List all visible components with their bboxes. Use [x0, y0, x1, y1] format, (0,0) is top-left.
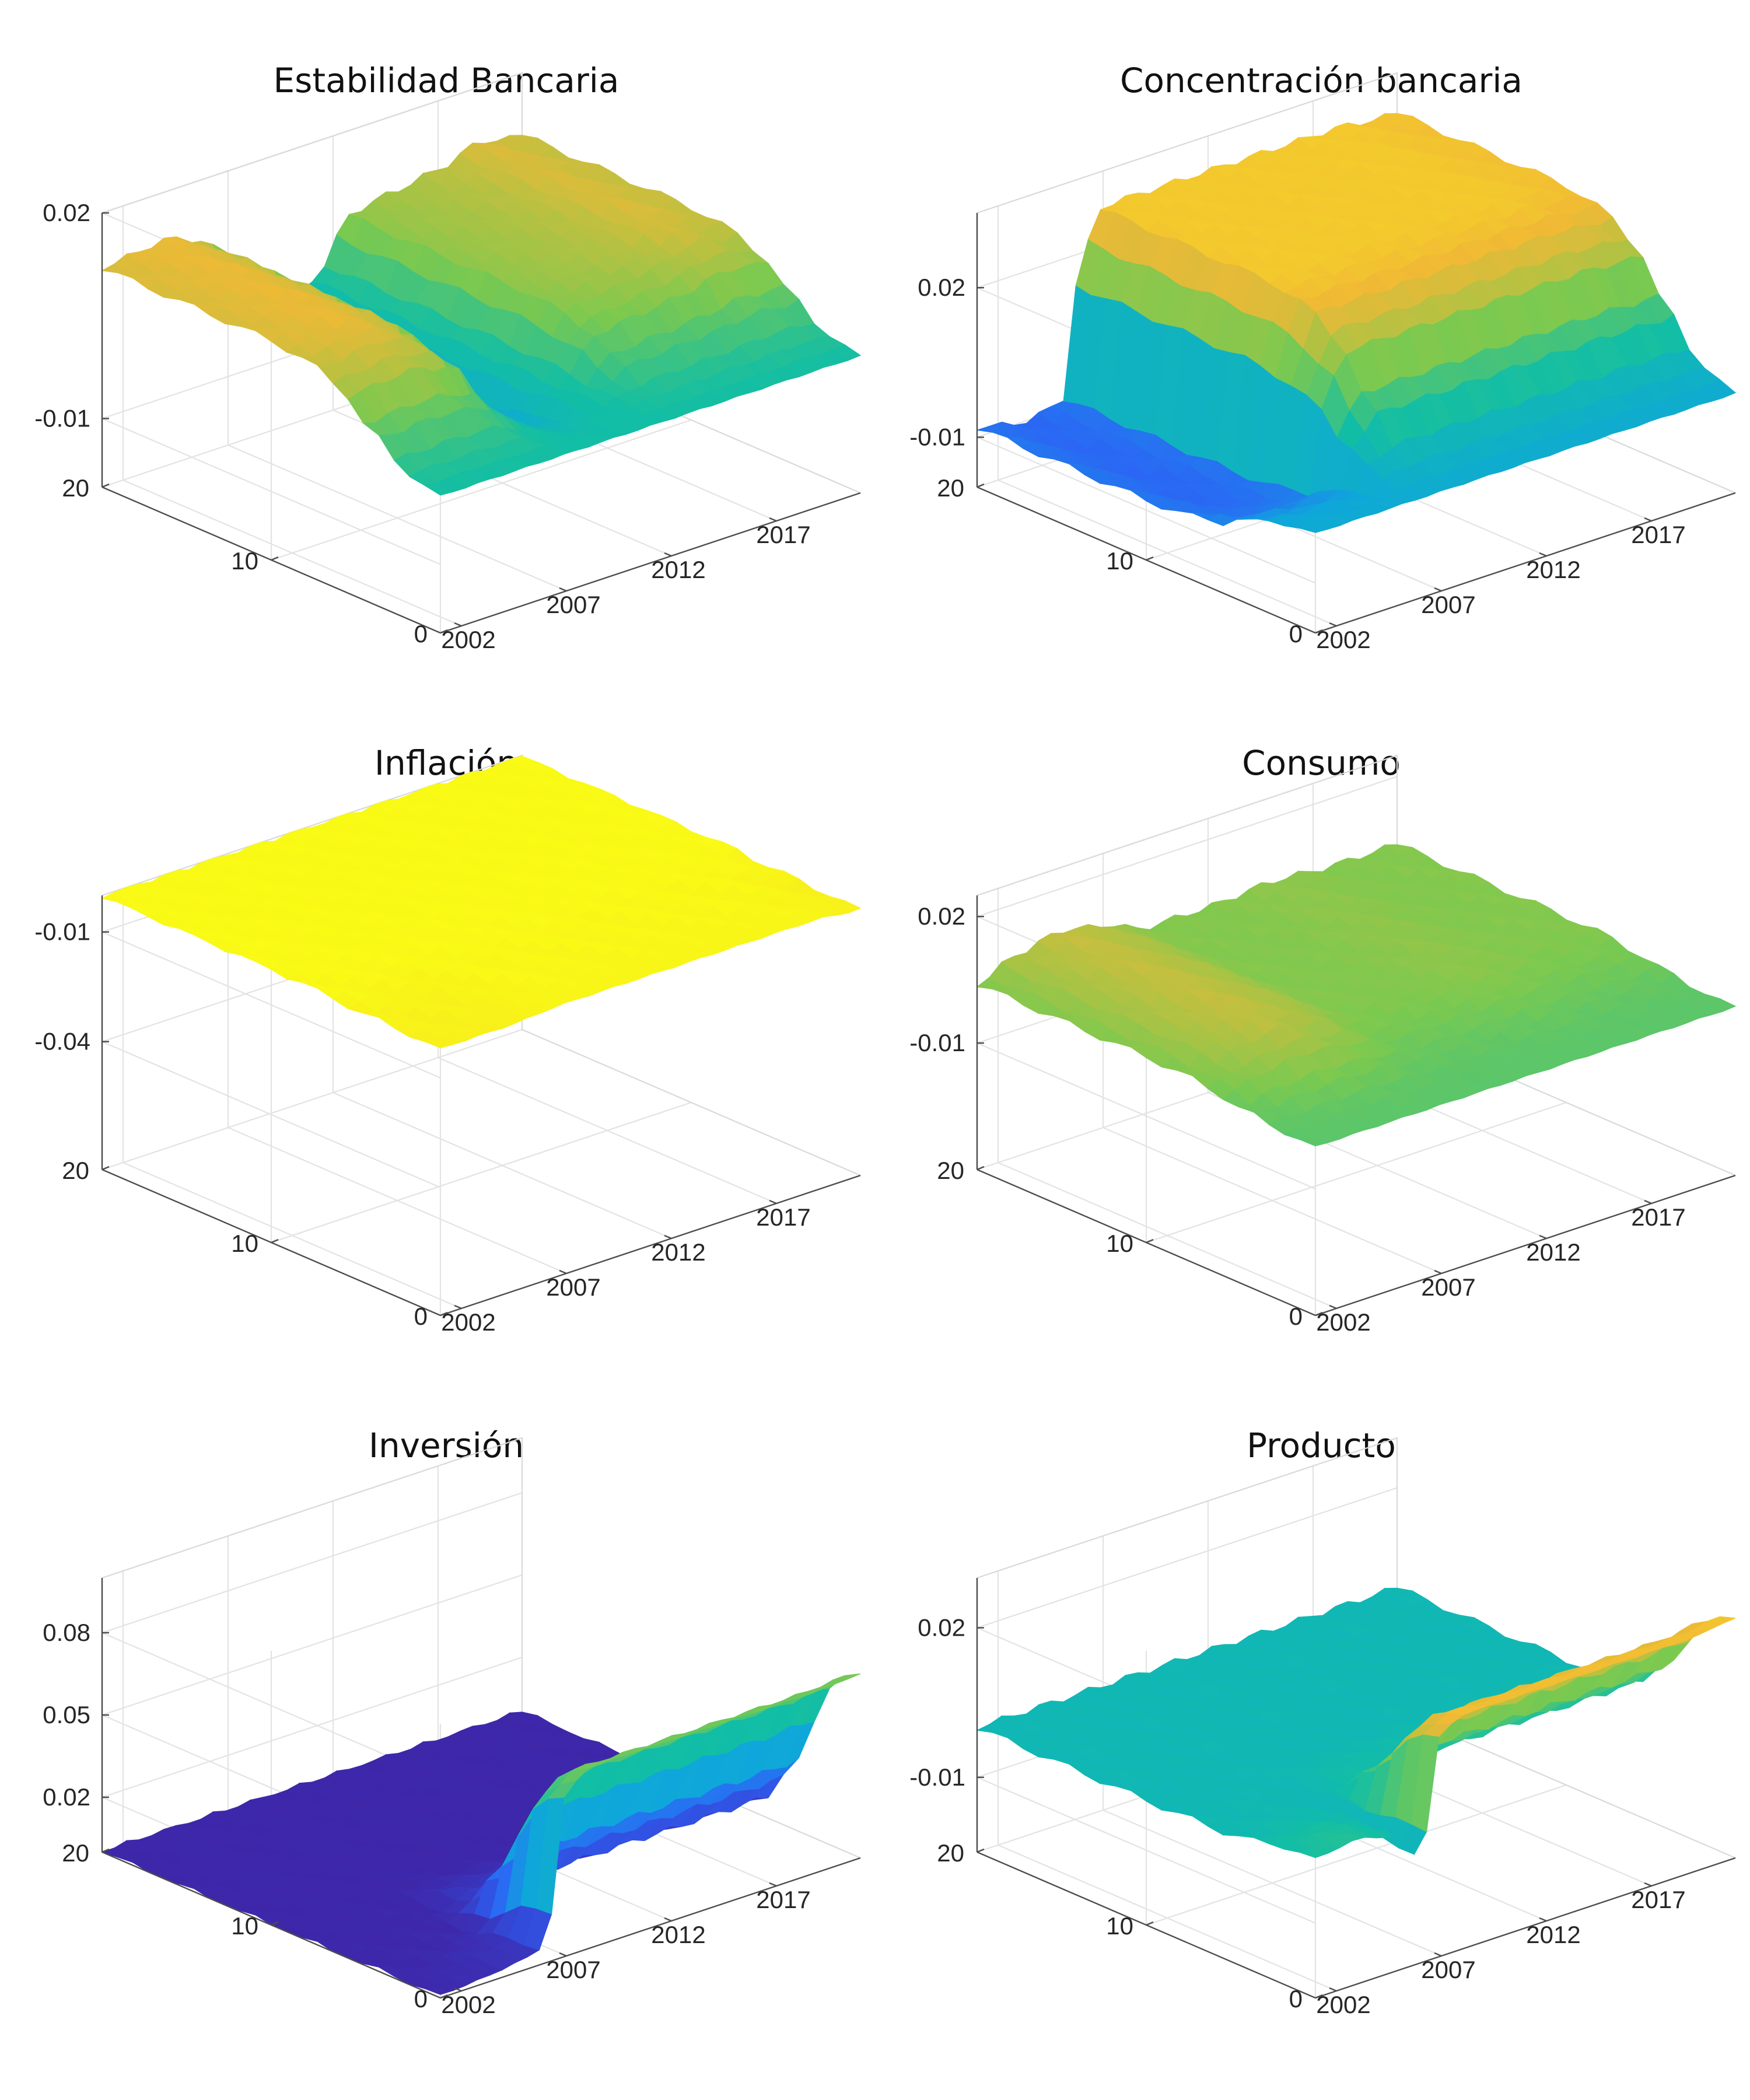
surface-panel-6: Producto 2002 2007 2012 2017 0 10 20 0.02 -0.01: [875, 1388, 1750, 2071]
y-tick-label: 20: [62, 474, 89, 502]
y-tick-label: 0: [414, 1303, 428, 1330]
y-tick-label: 10: [1106, 1230, 1133, 1257]
surface-facet: [832, 1673, 861, 1681]
x-tick-label: 2017: [756, 521, 810, 548]
x-tick-label: 2012: [651, 556, 705, 583]
z-tick-label: -0.01: [909, 1029, 965, 1056]
surface-panel-4: Consumo 2002 2007 2012 2017 0 10 20 0.02 -0.01: [875, 706, 1750, 1388]
y-tick-label: 20: [62, 1839, 89, 1867]
surface-plot: Estabilidad Bancaria20022007201220170102…: [34, 61, 862, 653]
x-tick-label: 2002: [441, 1991, 495, 2018]
axes: 2002 2007 2012 2017 0 10 20 0.02 -0.01: [909, 1578, 1736, 2018]
surface-facet: [1707, 379, 1737, 398]
y-tick-label: 10: [1106, 547, 1133, 575]
x-tick-label: 2002: [1316, 1308, 1370, 1336]
y-tick-label: 10: [1106, 1912, 1133, 1940]
surface: [977, 113, 1737, 533]
x-tick-label: 2012: [1526, 556, 1580, 583]
surface-facet: [832, 900, 862, 914]
y-tick-label: 20: [62, 1157, 89, 1184]
x-tick-label: 2002: [1316, 626, 1370, 653]
x-axis: [1315, 1174, 1736, 1317]
x-tick-label: 2012: [1526, 1238, 1580, 1266]
x-tick-label: 2012: [651, 1238, 705, 1266]
y-tick-label: 0: [414, 620, 428, 648]
y-tick-label: 0: [1289, 1985, 1303, 2013]
z-tick-label: 0.02: [918, 902, 965, 930]
y-tick-label: 0: [1289, 1303, 1303, 1330]
x-tick-label: 2017: [1631, 521, 1685, 548]
surface-facet: [1707, 1616, 1736, 1624]
surface-panel-2: Concentración bancaria 2002 2007 2012 2017 0 1…: [875, 23, 1750, 706]
x-tick-label: 2007: [546, 1273, 600, 1301]
y-tick-label: 10: [231, 1230, 258, 1257]
z-tick-label: -0.04: [34, 1028, 90, 1055]
x-tick-label: 2007: [1421, 1956, 1475, 1983]
surface-panel-5: Inversión 2002 2007 2012 2017 0 10 20 0.08 0.05 0.…: [0, 1388, 875, 2071]
x-tick-label: 2017: [1631, 1886, 1685, 1913]
panel-title: Consumo: [1242, 743, 1401, 783]
surface: [101, 755, 862, 1049]
surface-plot: Concentración bancaria 2002 2007 2012 2017 0 1…: [909, 61, 1737, 653]
surface: [975, 1587, 1736, 1859]
x-axis: [1315, 492, 1736, 634]
y-tick-label: 20: [937, 1839, 964, 1867]
x-tick-label: 2007: [546, 591, 600, 618]
x-tick-label: 2007: [1421, 1273, 1475, 1301]
x-tick-label: 2007: [546, 1956, 600, 1983]
x-tick-label: 2002: [441, 1308, 495, 1336]
axes: 2002 2007 2012 2017 0 10 20 -0.01 0.02: [34, 199, 861, 653]
y-tick-label: 10: [231, 1912, 258, 1940]
y-tick-label: 0: [414, 1985, 428, 2013]
x-tick-label: 2017: [1631, 1203, 1685, 1231]
z-tick-label: 0.05: [43, 1701, 90, 1728]
surface: [976, 844, 1737, 1147]
surface-facet: [832, 344, 862, 361]
y-tick-label: 10: [231, 547, 258, 575]
surface: [101, 1673, 861, 1995]
x-tick-label: 2012: [1526, 1921, 1580, 1948]
surface-panel-1: Estabilidad Bancaria 2002 2007 2012 2017 0 10 2…: [0, 23, 875, 706]
x-tick-label: 2002: [441, 626, 495, 653]
z-tick-label: 0.08: [43, 1619, 90, 1646]
x-tick-label: 2017: [756, 1886, 810, 1913]
z-tick-label: 0.02: [43, 1783, 90, 1811]
surface-panel-3: Inflación 2002 2007 2012 2017 0 10 20 -0.01 -0.04: [0, 706, 875, 1388]
surface: [101, 135, 862, 496]
axes: 2002 2007 2012 2017 0 10 20 -0.01 0.02: [909, 213, 1736, 653]
axes: 2002 2007 2012 2017 0 10 20 0.08 0.05 0.02: [43, 1578, 861, 2018]
x-tick-label: 2012: [651, 1921, 705, 1948]
z-tick-label: -0.01: [909, 424, 965, 451]
surface-facet: [1707, 998, 1737, 1012]
y-tick-label: 20: [937, 474, 964, 502]
axes: 2002 2007 2012 2017 0 10 20 0.02 -0.01: [909, 895, 1736, 1336]
z-tick-label: -0.01: [34, 405, 90, 432]
y-tick-label: 20: [937, 1157, 964, 1184]
panel-title: Estabilidad Bancaria: [274, 61, 620, 100]
z-tick-label: 0.02: [918, 1614, 965, 1641]
z-tick-label: 0.02: [43, 199, 90, 226]
axes: 2002 2007 2012 2017 0 10 20 -0.01 -0.04: [34, 895, 861, 1336]
surface-plot: Producto 2002 2007 2012 2017 0 10 20 0.02 -0.01: [909, 1426, 1736, 2018]
x-axis: [440, 1857, 861, 1999]
panel-title: Producto: [1247, 1426, 1396, 1465]
surface-plot: Consumo 2002 2007 2012 2017 0 10 20 0.02 -0.01: [909, 743, 1737, 1336]
x-tick-label: 2007: [1421, 591, 1475, 618]
x-tick-label: 2017: [756, 1203, 810, 1231]
y-tick-label: 0: [1289, 620, 1303, 648]
x-axis: [440, 492, 861, 634]
x-axis: [440, 1174, 861, 1317]
z-tick-label: -0.01: [909, 1763, 965, 1791]
z-tick-label: 0.02: [918, 274, 965, 301]
panel-title: Concentración bancaria: [1120, 61, 1522, 100]
z-tick-label: -0.01: [34, 918, 90, 946]
x-axis: [1315, 1857, 1736, 1999]
x-tick-label: 2002: [1316, 1991, 1370, 2018]
surface-plot: Inversión2002200720122017010200.080.050.…: [43, 1426, 861, 2018]
